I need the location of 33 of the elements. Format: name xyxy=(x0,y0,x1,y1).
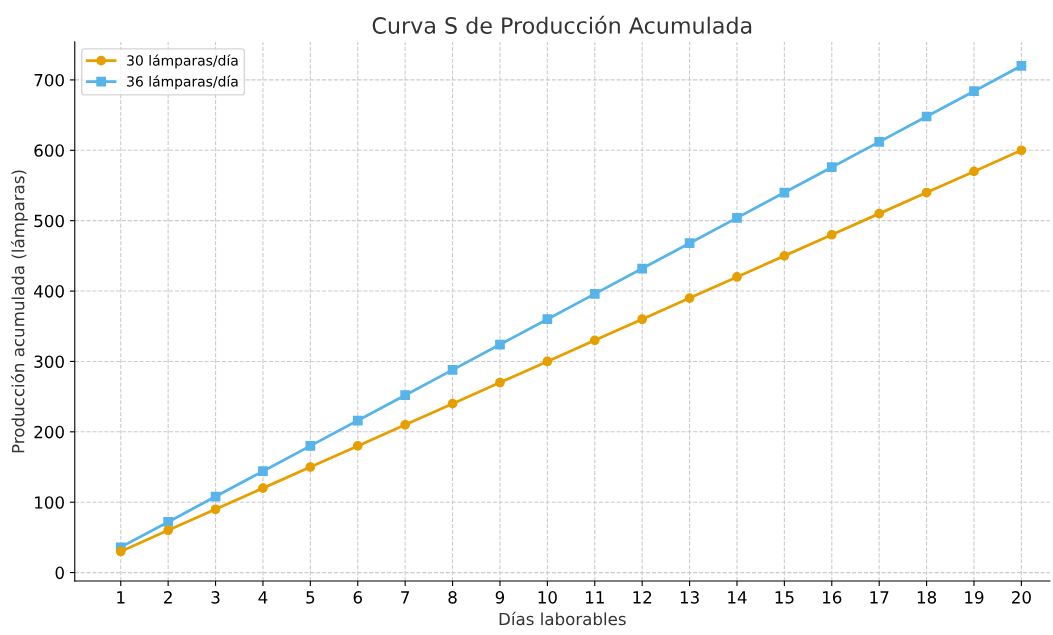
legend-label: 30 lámparas/día xyxy=(127,54,238,69)
x-tick-label: 4 xyxy=(258,591,268,604)
y-tick-label: 500 xyxy=(34,214,64,228)
y-tick-label: 700 xyxy=(34,73,64,87)
x-tick-label: 15 xyxy=(775,591,794,604)
x-tick-label: 12 xyxy=(633,591,652,604)
y-tick-label: 100 xyxy=(35,496,64,509)
chart-title: Curva S de Producción Acumulada xyxy=(372,15,752,34)
x-tick-label: 17 xyxy=(870,591,889,604)
x-tick-label: 11 xyxy=(586,591,604,604)
y-tick-label: 400 xyxy=(34,285,64,298)
y-tick-label: 0 xyxy=(55,566,64,580)
x-tick-label: 14 xyxy=(728,591,747,604)
x-tick-label: 7 xyxy=(401,591,410,604)
y-axis-title: Producción acumulada (lámparas) xyxy=(10,170,28,453)
y-tick-label: 300 xyxy=(34,355,64,369)
x-tick-label: 9 xyxy=(495,591,505,604)
x-tick-label: 19 xyxy=(965,591,984,604)
x-tick-label: 16 xyxy=(823,591,842,604)
x-tick-label: 13 xyxy=(680,591,699,604)
x-tick-label: 5 xyxy=(306,591,315,604)
legend-label: 36 lámparas/día xyxy=(127,75,238,90)
x-axis-title: Días laborables xyxy=(499,611,626,626)
x-tick-label: 3 xyxy=(211,591,220,604)
x-tick-label: 20 xyxy=(1012,591,1031,604)
x-tick-label: 18 xyxy=(917,591,937,604)
x-tick-label: 1 xyxy=(117,591,125,604)
y-tick-label: 200 xyxy=(34,425,64,439)
x-tick-label: 10 xyxy=(538,591,557,604)
x-tick-label: 6 xyxy=(353,591,363,604)
x-tick-label: 2 xyxy=(164,591,172,604)
x-tick-label: 8 xyxy=(448,591,457,604)
y-tick-label: 600 xyxy=(34,144,64,157)
